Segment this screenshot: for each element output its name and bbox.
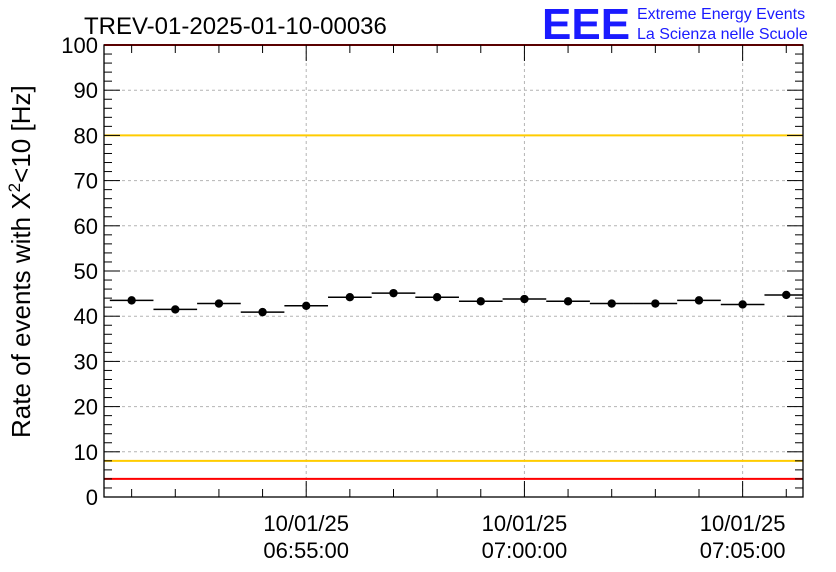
y-tick-label: 60	[74, 214, 98, 239]
reference-lines	[104, 44, 803, 480]
chart-title: TREV-01-2025-01-10-00036	[84, 13, 387, 40]
data-point	[127, 296, 136, 305]
y-tick-label: 70	[74, 169, 98, 194]
logo-line2: La Scienza nelle Scuole	[637, 26, 808, 43]
data-point	[563, 297, 573, 306]
y-tick-label: 90	[74, 78, 98, 103]
data-point	[302, 301, 311, 311]
y-tick-label: 100	[61, 33, 98, 58]
eee-logo: EEE Extreme Energy Events La Scienza nel…	[542, 0, 808, 49]
data-point	[345, 293, 355, 302]
data-point	[258, 307, 267, 317]
x-tick-label-date: 10/01/25	[263, 511, 349, 536]
data-point	[694, 296, 704, 305]
data-series	[109, 288, 803, 317]
y-tick-label: 0	[86, 485, 98, 510]
y-tick-label: 40	[74, 304, 98, 329]
y-tick-label: 50	[74, 259, 98, 284]
y-tick-label: 80	[74, 123, 98, 148]
x-tick-label-time: 06:55:00	[263, 538, 349, 563]
y-tick-label: 10	[74, 440, 98, 465]
x-tick-label-date: 10/01/25	[482, 511, 568, 536]
y-axis-label-suffix: <10 [Hz]	[6, 85, 36, 183]
data-point	[476, 297, 485, 306]
logo-line1: Extreme Energy Events	[637, 6, 805, 23]
axes: 010203040506070809010010/01/2506:55:0010…	[61, 33, 803, 563]
data-point	[520, 294, 529, 304]
x-tick-label-time: 07:00:00	[482, 538, 568, 563]
y-tick-label: 30	[74, 349, 98, 374]
data-point	[389, 288, 398, 298]
grid	[104, 45, 803, 497]
data-point	[782, 290, 791, 300]
data-point	[171, 305, 180, 314]
y-axis-label-prefix: Rate of events with X	[6, 192, 36, 438]
logo-mark: EEE	[542, 0, 630, 49]
data-point	[432, 293, 442, 302]
data-point	[607, 299, 616, 308]
data-point	[738, 300, 747, 309]
data-point	[214, 299, 224, 308]
x-tick-label-date: 10/01/25	[700, 511, 786, 536]
y-tick-label: 20	[74, 395, 98, 420]
x-tick-label-time: 07:05:00	[700, 538, 786, 563]
y-axis-label: Rate of events with X2<10 [Hz]	[5, 85, 36, 438]
y-axis-label-sup: 2	[5, 183, 24, 192]
data-point	[651, 299, 660, 308]
